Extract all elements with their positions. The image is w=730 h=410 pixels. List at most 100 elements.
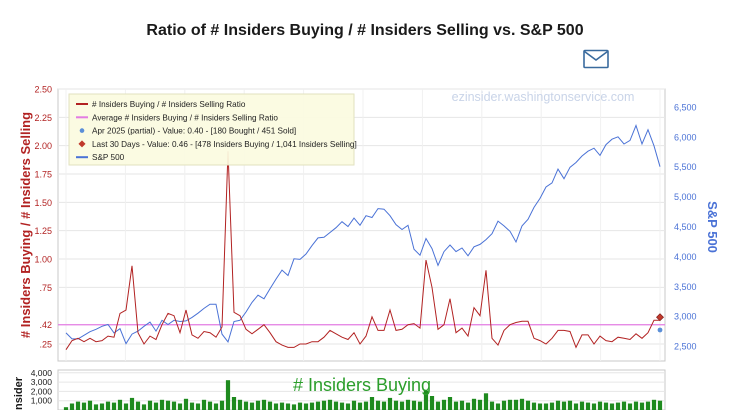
buying-bar	[633, 401, 639, 410]
buying-bar	[147, 400, 153, 410]
buying-bar	[207, 401, 213, 410]
buying-bar	[123, 403, 129, 410]
buying-bar	[471, 398, 477, 410]
left-tick-label: 2.25	[34, 113, 52, 123]
page-title: Ratio of # Insiders Buying / # Insiders …	[146, 22, 584, 39]
buying-bar	[165, 400, 171, 410]
right-tick-label: 6,000	[674, 132, 697, 142]
buying-bar	[645, 401, 651, 410]
buying-bar	[393, 400, 399, 410]
watermark: ezinsider.washingtonservice.com	[452, 90, 635, 104]
buying-bar	[279, 402, 285, 410]
buying-bar	[639, 402, 645, 410]
buying-bar	[225, 380, 231, 410]
legend-label: Last 30 Days - Value: 0.46 - [478 Inside…	[92, 140, 357, 149]
buying-bar	[459, 400, 465, 410]
buying-bar	[291, 404, 297, 410]
buying-bar	[177, 403, 183, 410]
buying-bar	[87, 400, 93, 410]
buying-bar	[183, 398, 189, 410]
buying-bar	[525, 400, 531, 410]
buying-bar	[387, 397, 393, 410]
buying-bar	[621, 401, 627, 410]
left-axis-ticks: 2.50 2.25 2.00 1.75 1.50 1.25 1.00 .75 .42 .25	[34, 85, 52, 350]
buying-bar	[615, 402, 621, 410]
sp500-series-line	[65, 124, 661, 345]
buying-tick-label: 2,000	[31, 386, 53, 396]
right-tick-label: 4,000	[674, 252, 697, 262]
legend: # Insiders Buying / # Insiders Selling R…	[76, 100, 357, 162]
right-axis-label: S&P 500	[705, 201, 720, 253]
buying-bar	[477, 399, 483, 410]
buying-bar	[609, 403, 615, 410]
buying-bar	[159, 399, 165, 410]
buying-bar	[573, 403, 579, 410]
buying-bar	[333, 401, 339, 410]
buying-bar	[171, 401, 177, 410]
buying-bar	[273, 403, 279, 410]
ratio-series-line	[65, 151, 660, 350]
envelope-icon[interactable]	[583, 49, 609, 69]
buying-bar	[507, 399, 513, 410]
buying-bar	[75, 401, 81, 410]
right-axis-ticks: 6,500 6,000 5,500 5,000 4,500 4,000 3,500 3,000…	[674, 102, 697, 351]
buying-bar	[651, 399, 657, 410]
buying-bar	[321, 400, 327, 410]
buying-bar	[117, 399, 123, 410]
buying-bar	[195, 403, 201, 410]
right-tick-label: 5,500	[674, 162, 697, 172]
buying-bar	[135, 401, 141, 410]
left-tick-label: 2.00	[34, 141, 52, 151]
left-axis-label: # Insiders Buying / # Insiders Selling	[18, 112, 33, 338]
buying-grid	[58, 372, 665, 402]
buying-bar	[153, 402, 159, 410]
legend-swatch	[78, 140, 86, 148]
buying-bar	[237, 399, 243, 410]
buying-bar	[453, 401, 459, 410]
left-tick-label: .42	[39, 320, 52, 330]
buying-bar	[309, 402, 315, 410]
buying-bar	[465, 402, 471, 410]
buying-bar	[411, 400, 417, 410]
buying-bar	[141, 404, 147, 410]
buying-bars	[63, 380, 663, 410]
right-tick-label: 4,500	[674, 222, 697, 232]
buying-tick-label: 3,000	[31, 377, 53, 387]
buying-bar	[345, 403, 351, 410]
buying-bar	[105, 401, 111, 410]
legend-box	[68, 93, 355, 166]
buying-bar	[99, 403, 105, 410]
buying-bar	[375, 400, 381, 410]
buying-bar	[579, 401, 585, 410]
buying-bar	[261, 399, 267, 410]
legend-label: S&P 500	[92, 153, 125, 162]
buying-bar	[303, 403, 309, 410]
buying-bar	[93, 404, 99, 410]
buying-bar	[213, 403, 219, 410]
left-tick-label: 1.75	[34, 170, 52, 180]
buying-bar	[315, 401, 321, 410]
buying-bar	[357, 402, 363, 410]
legend-label: Apr 2025 (partial) - Value: 0.40 - [180 …	[92, 127, 296, 136]
legend-label: Average # Insiders Buying / # Insiders S…	[92, 113, 278, 122]
apr-2025-partial-point[interactable]	[657, 327, 663, 333]
last-30-days-point[interactable]	[656, 313, 664, 322]
buying-bar	[369, 397, 375, 410]
buying-bar	[417, 401, 423, 410]
buying-bar	[255, 400, 261, 410]
buying-bar	[285, 403, 291, 410]
buying-bar	[405, 399, 411, 410]
buying-bar	[399, 401, 405, 410]
buying-bar	[435, 401, 441, 410]
buying-bar	[267, 401, 273, 410]
left-tick-label: 1.00	[34, 255, 52, 265]
right-tick-label: 3,000	[674, 312, 697, 322]
buying-bar	[561, 401, 567, 410]
buying-bar	[537, 403, 543, 410]
legend-swatch	[79, 128, 85, 133]
buying-bar	[657, 400, 663, 410]
buying-bar	[69, 403, 75, 410]
buying-bar	[549, 402, 555, 410]
